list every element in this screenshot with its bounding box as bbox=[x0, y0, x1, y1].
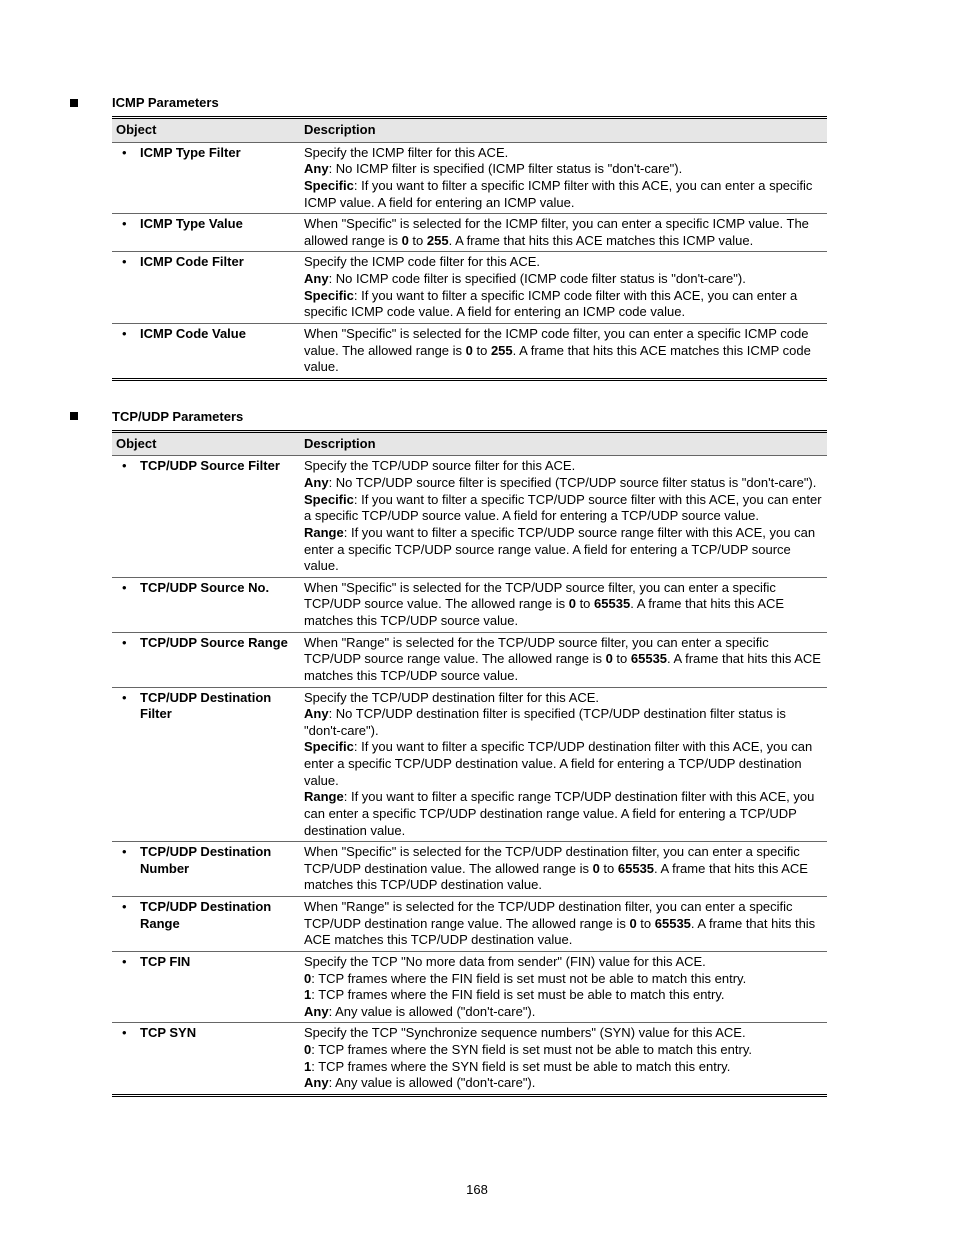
table-row: • TCP SYN Specify the TCP "Synchronize seq… bbox=[112, 1023, 827, 1096]
object-cell: • TCP/UDP Destination Filter bbox=[112, 687, 300, 842]
bullet-icon: • bbox=[122, 458, 127, 475]
bullet-icon: • bbox=[122, 954, 127, 971]
bullet-icon: • bbox=[122, 899, 127, 916]
table-row: • TCP/UDP Destination Number When "Specifi… bbox=[112, 842, 827, 897]
bullet-icon: • bbox=[122, 844, 127, 861]
bullet-icon: • bbox=[122, 635, 127, 652]
table-row: • TCP/UDP Source Filter Specify the TCP/UD… bbox=[112, 456, 827, 577]
description-cell: Specify the ICMP code filter for this AC… bbox=[300, 252, 827, 324]
description-cell: Specify the ICMP filter for this ACE.Any… bbox=[300, 142, 827, 214]
object-cell: • TCP/UDP Destination Number bbox=[112, 842, 300, 897]
parameters-table: ObjectDescription • ICMP Type Filter Specif… bbox=[112, 116, 827, 381]
bullet-icon: • bbox=[122, 1025, 127, 1042]
object-cell: • TCP FIN bbox=[112, 951, 300, 1023]
object-label: TCP/UDP Source Range bbox=[140, 635, 288, 650]
object-cell: • ICMP Type Filter bbox=[112, 142, 300, 214]
bullet-icon: • bbox=[122, 326, 127, 343]
table-row: • ICMP Type Value When "Specific" is selec… bbox=[112, 214, 827, 252]
table-row: • TCP/UDP Destination Filter Specify the T… bbox=[112, 687, 827, 842]
bullet-square-icon bbox=[70, 99, 78, 107]
description-cell: When "Range" is selected for the TCP/UDP… bbox=[300, 632, 827, 687]
object-cell: • ICMP Code Value bbox=[112, 323, 300, 379]
table-row: • ICMP Type Filter Specify the ICMP filter… bbox=[112, 142, 827, 214]
table-row: • TCP/UDP Destination Range When "Range" i… bbox=[112, 897, 827, 952]
object-label: ICMP Code Value bbox=[140, 326, 246, 341]
section: TCP/UDP Parameters ObjectDescription • TCP/… bbox=[70, 409, 844, 1097]
description-cell: When "Specific" is selected for the TCP/… bbox=[300, 842, 827, 897]
bullet-icon: • bbox=[122, 216, 127, 233]
object-cell: • ICMP Code Filter bbox=[112, 252, 300, 324]
section: ICMP Parameters ObjectDescription • ICMP Ty… bbox=[70, 95, 844, 381]
object-label: TCP SYN bbox=[140, 1025, 196, 1040]
section-head: ICMP Parameters bbox=[70, 95, 844, 110]
section-head: TCP/UDP Parameters bbox=[70, 409, 844, 424]
parameters-table: ObjectDescription • TCP/UDP Source Filter S… bbox=[112, 430, 827, 1097]
table-row: • TCP FIN Specify the TCP "No more data fr… bbox=[112, 951, 827, 1023]
bullet-icon: • bbox=[122, 580, 127, 597]
description-cell: When "Specific" is selected for the ICMP… bbox=[300, 214, 827, 252]
table-row: • TCP/UDP Source Range When "Range" is sel… bbox=[112, 632, 827, 687]
object-label: ICMP Code Filter bbox=[140, 254, 244, 269]
object-cell: • TCP/UDP Source Filter bbox=[112, 456, 300, 577]
table-row: • ICMP Code Value When "Specific" is selec… bbox=[112, 323, 827, 379]
page-number: 168 bbox=[0, 1182, 954, 1197]
description-cell: Specify the TCP/UDP destination filter f… bbox=[300, 687, 827, 842]
description-cell: When "Specific" is selected for the TCP/… bbox=[300, 577, 827, 632]
object-cell: • TCP/UDP Source No. bbox=[112, 577, 300, 632]
object-cell: • TCP SYN bbox=[112, 1023, 300, 1096]
object-label: TCP/UDP Destination Filter bbox=[140, 690, 271, 722]
col-header-description: Description bbox=[300, 431, 827, 456]
object-label: ICMP Type Filter bbox=[140, 145, 241, 160]
object-cell: • TCP/UDP Source Range bbox=[112, 632, 300, 687]
bullet-icon: • bbox=[122, 254, 127, 271]
sections-container: ICMP ParametersObjectDescription•ICMP Ty… bbox=[70, 95, 844, 1097]
description-cell: Specify the TCP/UDP source filter for th… bbox=[300, 456, 827, 577]
object-label: TCP/UDP Destination Range bbox=[140, 899, 271, 931]
col-header-description: Description bbox=[300, 118, 827, 143]
bullet-icon: • bbox=[122, 690, 127, 707]
page: ICMP ParametersObjectDescription•ICMP Ty… bbox=[0, 0, 954, 1235]
object-label: TCP/UDP Source No. bbox=[140, 580, 269, 595]
description-cell: Specify the TCP "Synchronize sequence nu… bbox=[300, 1023, 827, 1096]
section-title: ICMP Parameters bbox=[112, 95, 219, 110]
table-row: • TCP/UDP Source No. When "Specific" is se… bbox=[112, 577, 827, 632]
object-label: TCP/UDP Source Filter bbox=[140, 458, 280, 473]
bullet-icon: • bbox=[122, 145, 127, 162]
description-cell: When "Range" is selected for the TCP/UDP… bbox=[300, 897, 827, 952]
table-row: • ICMP Code Filter Specify the ICMP code f… bbox=[112, 252, 827, 324]
object-cell: • TCP/UDP Destination Range bbox=[112, 897, 300, 952]
description-cell: Specify the TCP "No more data from sende… bbox=[300, 951, 827, 1023]
bullet-square-icon bbox=[70, 412, 78, 420]
object-label: TCP FIN bbox=[140, 954, 190, 969]
object-label: TCP/UDP Destination Number bbox=[140, 844, 271, 876]
section-title: TCP/UDP Parameters bbox=[112, 409, 243, 424]
object-cell: • ICMP Type Value bbox=[112, 214, 300, 252]
col-header-object: Object bbox=[112, 431, 300, 456]
col-header-object: Object bbox=[112, 118, 300, 143]
description-cell: When "Specific" is selected for the ICMP… bbox=[300, 323, 827, 379]
object-label: ICMP Type Value bbox=[140, 216, 243, 231]
